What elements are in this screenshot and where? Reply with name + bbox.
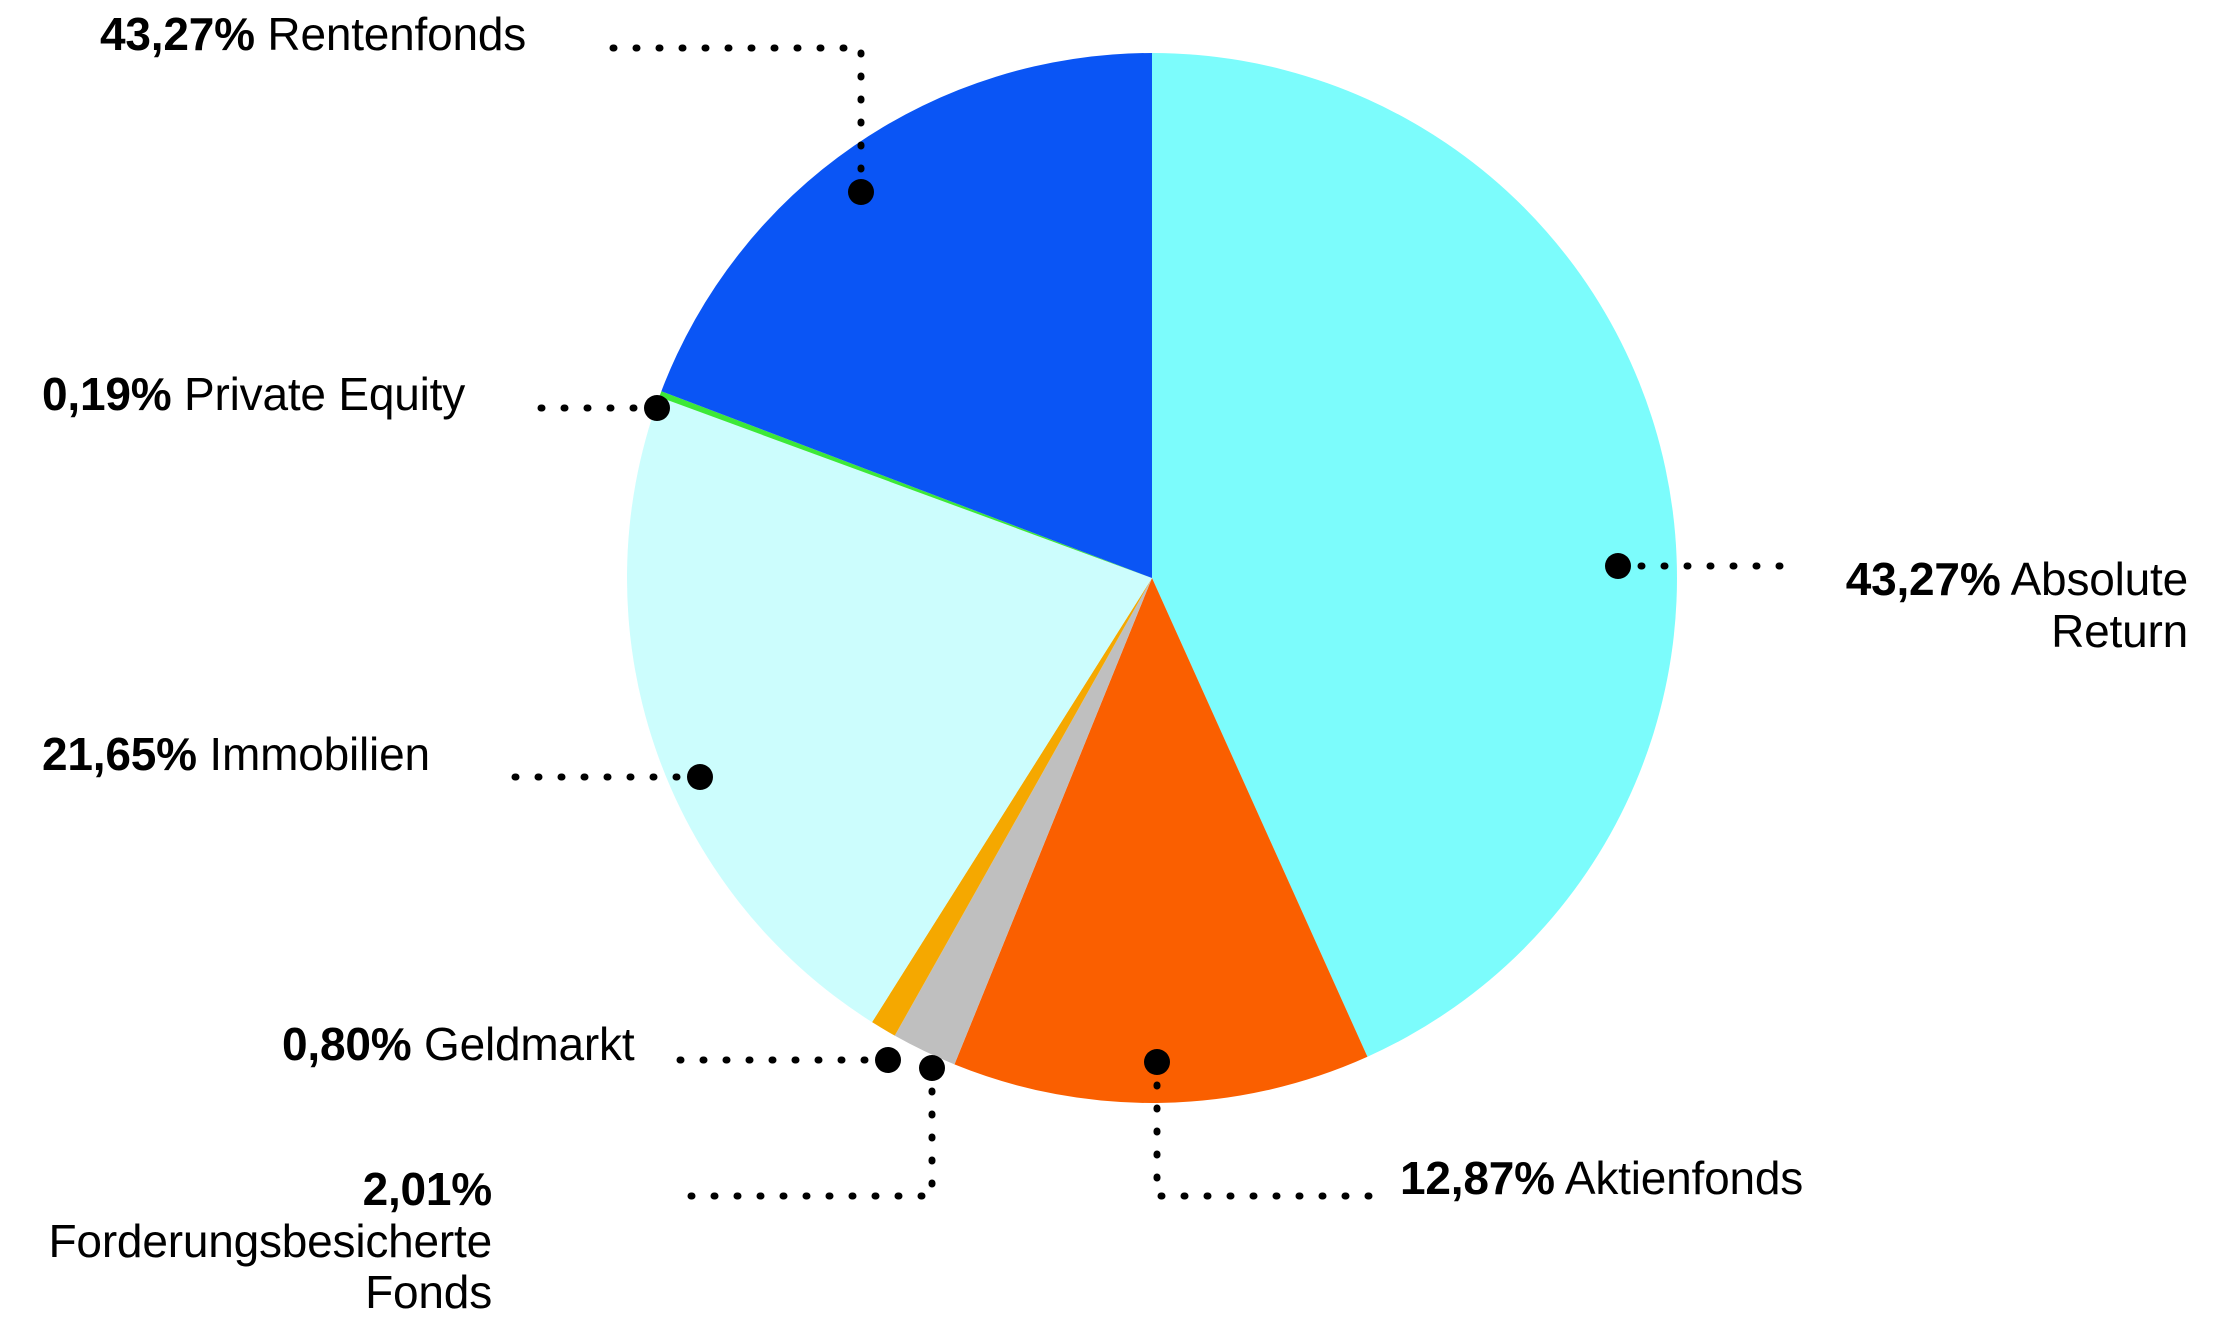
pie-slice-forderungsbesicherte-fonds[interactable] [894, 578, 1152, 1065]
leader-line-forderungsbesicherte-fonds [676, 1064, 936, 1200]
leader-dot-rentenfonds [848, 179, 874, 205]
leader-line-rentenfonds [606, 44, 865, 196]
leader-dot-private-equity [644, 395, 670, 421]
callout-percent-geldmarkt: 0,80% [282, 1018, 412, 1070]
callout-name-immobilien: Immobilien [209, 728, 430, 780]
callout-name-absolute-return-line2: Return [2051, 604, 2188, 657]
callout-name-private-equity: Private Equity [184, 368, 466, 420]
callout-percent-absolute-return: 43,27% [1845, 553, 2001, 605]
pie-slice-absolute-return[interactable] [1152, 53, 1678, 1057]
callout-line-1: 2,01% Forderungsbesicherte [22, 1163, 493, 1267]
pie-slice-rentenfonds[interactable] [661, 53, 1152, 578]
callout-label-absolute-return: 43,27% Absolute Return [1828, 553, 2189, 658]
leader-dot-immobilien [687, 764, 713, 790]
leader-dot-forderungsbesicherte [919, 1055, 945, 1081]
callout-name-forderungsbesicherte-fonds-line2: Fonds [365, 1266, 492, 1319]
callout-label-geldmarkt: 0,80% Geldmarkt [282, 1018, 635, 1070]
callout-line-2: Return [1828, 604, 2188, 658]
pie-chart-figure: 43,27% Rentenfonds 0,19% Private Equity … [42, 8, 2189, 1318]
leader-dot-geldmarkt [875, 1047, 901, 1073]
callout-label-immobilien: 21,65% Immobilien [42, 728, 430, 780]
callout-name-geldmarkt: Geldmarkt [424, 1018, 635, 1070]
callout-label-private-equity: 0,19% Private Equity [42, 368, 465, 420]
callout-label-aktienfonds: 12,87% Aktienfonds [1400, 1152, 1803, 1204]
leader-dots [644, 179, 1631, 1081]
leader-line-aktienfonds [1153, 1058, 1394, 1200]
callout-percent-forderungsbesicherte-fonds: 2,01% [362, 1163, 493, 1215]
callout-line-1: 43,27% Absolute [1828, 553, 2189, 606]
leader-dot-aktienfonds [1144, 1049, 1170, 1075]
callout-percent-rentenfonds: 43,27% [100, 8, 255, 60]
callout-name-aktienfonds: Aktienfonds [1564, 1152, 1804, 1204]
callout-name-rentenfonds: Rentenfonds [267, 8, 527, 60]
pie-slices [626, 53, 1678, 1103]
callout-percent-aktienfonds: 12,87% [1400, 1152, 1555, 1204]
callout-line-2: Fonds [22, 1266, 492, 1319]
pie-chart-svg [491, 44, 1804, 1200]
pie-slice-geldmarkt[interactable] [872, 578, 1152, 1036]
leader-lines [491, 44, 1804, 1200]
callout-label-rentenfonds: 43,27% Rentenfonds [100, 8, 526, 60]
callout-percent-immobilien: 21,65% [42, 728, 197, 780]
callout-name-forderungsbesicherte-fonds: Forderungsbesicherte [48, 1214, 493, 1267]
pie-slice-aktienfonds[interactable] [954, 578, 1368, 1103]
callout-name-absolute-return: Absolute [2010, 553, 2189, 605]
callout-label-forderungsbesicherte-fonds: 2,01% Forderungsbesicherte Fonds [22, 1163, 493, 1319]
leader-dot-absolute-return [1605, 553, 1631, 579]
pie-slice-immobilien[interactable] [626, 397, 1152, 1023]
callout-percent-private-equity: 0,19% [42, 368, 172, 420]
pie-slice-private-equity[interactable] [659, 391, 1152, 578]
